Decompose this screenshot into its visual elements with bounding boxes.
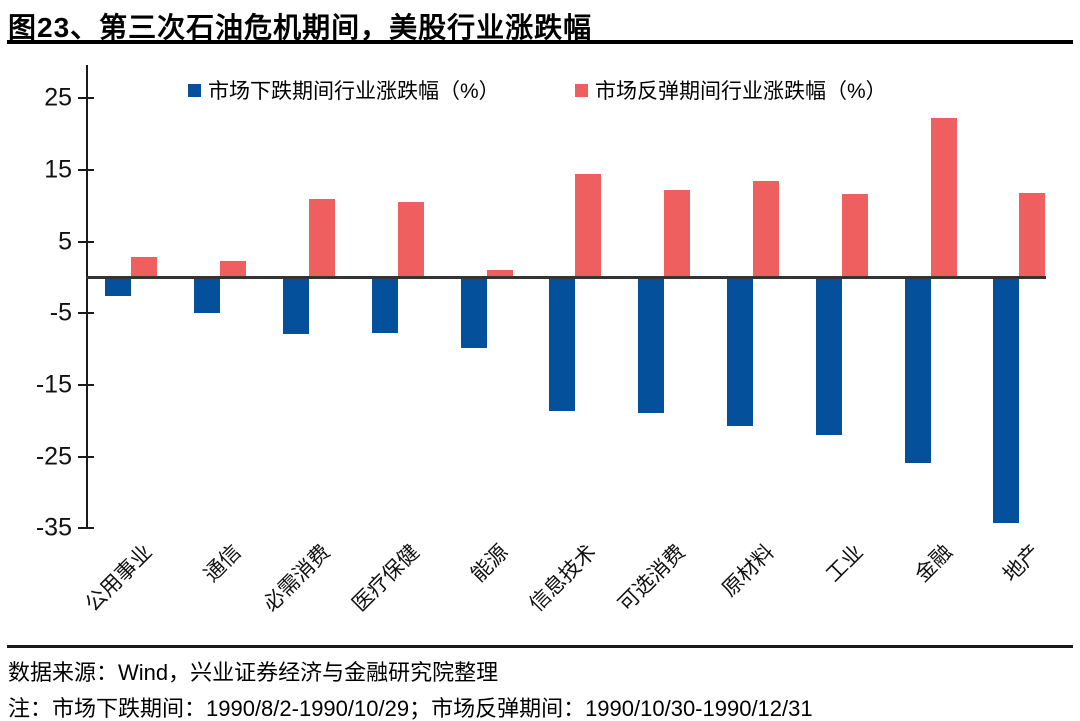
y-tick [78,527,94,530]
legend-item-rebound: 市场反弹期间行业涨跌幅（%） [575,76,887,104]
data-source-note: 数据来源：Wind，兴业证券经济与金融研究院整理 [8,660,499,685]
y-tick-label: -15 [35,370,72,399]
decline-bar [371,277,398,334]
y-tick-label: -5 [49,298,72,327]
x-axis-label: 医疗保健 [347,540,424,617]
y-tick [78,384,94,387]
x-axis-label: 能源 [466,540,513,587]
rebound-bar [930,118,957,278]
decline-bar [194,277,221,314]
legend-swatch-rebound [575,83,588,97]
legend-item-decline: 市场下跌期间行业涨跌幅（%） [188,76,500,104]
rebound-bar [841,193,868,278]
y-axis-line [86,65,88,528]
x-axis-label: 公用事业 [81,540,158,617]
y-tick [78,240,94,243]
y-tick [78,97,94,100]
rebound-bar [486,270,513,278]
figure-title: 图23、第三次石油危机期间，美股行业涨跌幅 [8,12,593,43]
y-tick-label: -35 [35,513,72,542]
decline-bar [815,277,842,436]
x-axis-label: 原材料 [717,540,779,602]
y-tick [78,312,94,315]
x-axis-label: 信息技术 [525,540,602,617]
legend-label-decline: 市场下跌期间行业涨跌幅（%） [208,80,500,103]
y-tick-label: 15 [44,155,72,184]
legend: 市场下跌期间行业涨跌幅（%） 市场反弹期间行业涨跌幅（%） [0,76,1080,104]
x-axis-label: 可选消费 [614,540,691,617]
title-divider [7,40,1073,44]
decline-bar [727,277,753,426]
decline-bar [105,277,132,297]
period-note: 注：市场下跌期间：1990/8/2-1990/10/29；市场反弹期间：1990… [8,696,813,721]
x-axis-label: 通信 [200,540,247,587]
rebound-bar [131,256,158,278]
rebound-bar [220,261,247,278]
rebound-bar [575,174,602,278]
legend-label-rebound: 市场反弹期间行业涨跌幅（%） [595,80,887,103]
rebound-bar [664,190,691,278]
x-axis-label: 金融 [910,540,957,587]
x-axis-label: 必需消费 [259,540,335,617]
y-tick-label: 25 [44,83,72,112]
decline-bar [638,277,665,413]
decline-bar [283,277,309,335]
zero-axis-line [86,276,1046,279]
decline-bar [460,277,487,349]
y-tick-label: 5 [58,227,72,256]
x-axis-label: 地产 [999,540,1046,587]
decline-bar [993,277,1020,524]
rebound-bar [309,198,335,278]
rebound-bar [1019,192,1046,278]
decline-bar [549,277,576,411]
y-tick [78,455,94,458]
rebound-bar [753,181,779,278]
decline-bar [904,277,931,464]
rebound-bar [397,202,424,278]
footer-divider [7,645,1073,648]
x-axis-label: 工业 [821,540,868,587]
y-tick [78,168,94,171]
legend-swatch-decline [188,83,201,97]
y-tick-label: -25 [35,442,72,471]
